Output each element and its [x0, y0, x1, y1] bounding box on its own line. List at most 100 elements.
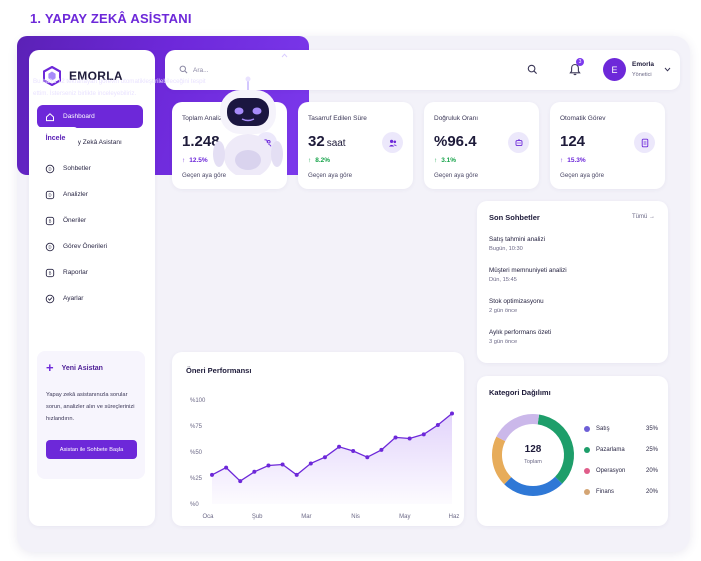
data-point[interactable]: [210, 472, 214, 477]
app-window: EMORLA Dashboard Yapay Zekâ Asistanı D Sohb…: [17, 36, 690, 552]
chevron-down-icon[interactable]: [664, 67, 671, 72]
y-tick-label: %50: [190, 450, 203, 456]
sidebar-item-label: Analizler: [63, 191, 88, 198]
stat-change-value: 15.3%: [567, 157, 586, 164]
data-point[interactable]: [393, 435, 398, 440]
x-tick-label: Nis: [351, 514, 360, 520]
x-tick-label: Şub: [252, 514, 263, 520]
stat-card[interactable]: Otomatik Görev 124 ↑ 15.3% Geçen aya göre: [550, 102, 665, 189]
donut-slice[interactable]: [492, 436, 512, 485]
stat-card[interactable]: Doğruluk Oranı %96.4 ↑ 3.1% Geçen aya göre: [424, 102, 539, 189]
chat-list-item[interactable]: Stok optimizasyonu 2 gün önce: [489, 298, 544, 314]
data-point[interactable]: [351, 448, 356, 453]
sidebar-item-label: Öneriler: [63, 217, 87, 224]
chevron-up-icon[interactable]: [281, 53, 288, 58]
sidebar-item-analizler[interactable]: D Analizler: [37, 183, 143, 206]
sidebar-item-label: Görev Önerileri: [63, 243, 108, 250]
category-distribution-card: Kategori Dağılımı 128 Toplam Satış 35% Paz…: [477, 376, 668, 526]
y-tick-label: %100: [190, 398, 206, 404]
avatar[interactable]: E: [603, 58, 626, 81]
sidebar-item-sohbetler[interactable]: D Sohbetler: [37, 157, 143, 180]
data-point[interactable]: [322, 455, 327, 460]
stat-change: ↑ 8.2%: [308, 157, 330, 164]
sidebar-item-görev-önerileri[interactable]: D Görev Önerileri: [37, 235, 143, 258]
task-icon: D: [45, 242, 55, 251]
data-point[interactable]: [252, 469, 257, 474]
chat-time: 2 gün önce: [489, 308, 518, 314]
stat-icon-badge: [382, 132, 403, 153]
stat-unit: saat: [326, 138, 346, 149]
data-point[interactable]: [379, 447, 384, 452]
sidebar-item-öneriler[interactable]: B Öneriler: [37, 209, 143, 232]
donut-slice[interactable]: [504, 476, 563, 496]
data-point[interactable]: [365, 455, 370, 460]
svg-text:D: D: [48, 166, 51, 171]
chat-name: Satış tahmini analizi: [489, 236, 545, 243]
y-tick-label: %0: [190, 502, 199, 508]
stat-label: Tasarruf Edilen Süre: [308, 115, 367, 122]
start-chat-button[interactable]: Asistan ile Sohbete Başla: [46, 440, 137, 459]
data-point[interactable]: [337, 444, 342, 449]
donut-legend: Satış 35% Pazarlama 25% Operasyon 20% Finans 20…: [584, 418, 658, 502]
view-all-link[interactable]: Tümü →: [632, 214, 656, 220]
data-point[interactable]: [450, 411, 454, 416]
user-name[interactable]: Emorla: [632, 61, 655, 68]
chat-list-item[interactable]: Aylık performans özeti 3 gün önce: [489, 329, 551, 345]
data-point[interactable]: [294, 472, 299, 477]
arrow-up-icon: ↑: [308, 157, 312, 164]
legend-swatch: [584, 467, 590, 474]
stat-change-value: 3.1%: [441, 157, 457, 164]
search-button-icon[interactable]: [527, 64, 538, 75]
sidebar-item-label: Raporlar: [63, 269, 88, 276]
data-point[interactable]: [224, 465, 229, 470]
donut-chart: [492, 414, 574, 496]
stat-value: 32 saat: [308, 133, 346, 150]
legend-percent: 25%: [645, 446, 658, 453]
stat-label: Doğruluk Oranı: [434, 115, 479, 122]
arrow-up-icon: ↑: [182, 157, 186, 164]
data-point[interactable]: [407, 436, 412, 441]
new-assistant-desc: Yapay zekâ asistanınızla sorular sorun, …: [46, 392, 135, 422]
brand-logo[interactable]: EMORLA: [43, 66, 123, 86]
series-area: [212, 413, 452, 504]
data-point[interactable]: [238, 479, 243, 484]
donut-slice[interactable]: [496, 414, 540, 442]
stat-change: ↑ 15.3%: [560, 157, 586, 164]
chat-list-item[interactable]: Satış tahmini analizi Bugün, 10:30: [489, 236, 545, 252]
data-point[interactable]: [435, 422, 440, 427]
arrow-up-icon: ↑: [434, 157, 438, 164]
sidebar-nav: Dashboard Yapay Zekâ Asistanı D Sohbetler D A…: [37, 105, 143, 313]
donut-slice[interactable]: [537, 414, 574, 484]
chat-list-item[interactable]: Müşteri memnuniyeti analizi Dün, 15:45: [489, 267, 567, 283]
stat-value: 1.248: [182, 133, 222, 150]
arrow-up-icon: ↑: [560, 157, 564, 164]
chat-time: 3 gün önce: [489, 339, 518, 345]
legend-percent: 20%: [645, 488, 658, 495]
legend-label: Operasyon: [596, 467, 626, 474]
sidebar-item-label: Sohbetler: [63, 165, 91, 172]
y-tick-label: %75: [190, 424, 203, 430]
svg-text:D: D: [48, 192, 51, 197]
data-point[interactable]: [421, 432, 426, 437]
stat-subtext: Geçen aya göre: [308, 172, 353, 179]
svg-text:D: D: [48, 244, 51, 249]
search-icon: [179, 65, 188, 74]
new-assistant-title[interactable]: + Yeni Asistan: [46, 361, 103, 374]
chat-name: Aylık performans özeti: [489, 329, 552, 336]
data-point[interactable]: [280, 462, 285, 467]
sidebar-item-raporlar[interactable]: B Raporlar: [37, 261, 143, 284]
data-point[interactable]: [266, 463, 271, 468]
sidebar-item-dashboard[interactable]: Dashboard: [37, 105, 143, 128]
stat-icon-badge: [508, 132, 529, 153]
smart-suggestion-title: Akıllı Öneri: [33, 52, 76, 61]
stat-card[interactable]: Tasarruf Edilen Süre 32 saat ↑ 8.2% Geçen aya…: [298, 102, 413, 189]
doc-icon: [641, 138, 648, 147]
chat-name: Müşteri memnuniyeti analizi: [489, 267, 567, 274]
stat-change: ↑ 12.5%: [182, 157, 208, 164]
legend-percent: 35%: [645, 425, 658, 432]
search-input[interactable]: [193, 62, 493, 78]
sidebar-item-ayarlar[interactable]: Ayarlar: [37, 287, 143, 310]
y-tick-label: %25: [190, 476, 203, 482]
review-button[interactable]: İncele: [33, 127, 78, 149]
data-point[interactable]: [308, 461, 313, 466]
